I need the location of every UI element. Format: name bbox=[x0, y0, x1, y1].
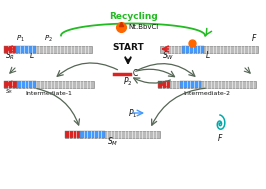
Bar bbox=[158, 81, 256, 88]
Text: $P_1$: $P_1$ bbox=[128, 107, 138, 119]
Text: Intermediate-2: Intermediate-2 bbox=[184, 91, 231, 96]
Text: $S_R$: $S_R$ bbox=[5, 87, 13, 96]
Bar bbox=[4, 46, 16, 53]
Bar bbox=[182, 46, 204, 53]
Text: $F$: $F$ bbox=[251, 32, 257, 43]
Bar bbox=[4, 81, 16, 88]
Bar bbox=[158, 81, 170, 88]
Text: Nt.BbvCI: Nt.BbvCI bbox=[128, 23, 158, 29]
Text: START: START bbox=[112, 43, 144, 52]
Text: $L$: $L$ bbox=[29, 49, 35, 60]
Text: Recycling: Recycling bbox=[109, 12, 157, 20]
Bar bbox=[180, 81, 201, 88]
Text: $S_M$: $S_M$ bbox=[107, 135, 118, 147]
Bar bbox=[16, 46, 36, 53]
Text: $L$: $L$ bbox=[205, 49, 211, 60]
Text: C: C bbox=[133, 70, 138, 78]
Bar bbox=[65, 130, 80, 138]
Text: Intermediate-1: Intermediate-1 bbox=[26, 91, 72, 96]
Bar bbox=[4, 81, 94, 88]
Text: $S_R$: $S_R$ bbox=[5, 49, 15, 61]
Text: $P_2$: $P_2$ bbox=[123, 75, 133, 88]
Bar bbox=[4, 46, 92, 53]
Text: $S_W$: $S_W$ bbox=[162, 49, 174, 61]
Bar bbox=[80, 130, 105, 138]
Text: $F$: $F$ bbox=[217, 132, 223, 143]
Text: $P_2$: $P_2$ bbox=[44, 34, 52, 44]
Bar bbox=[65, 130, 160, 138]
Bar bbox=[16, 81, 36, 88]
Bar bbox=[160, 46, 258, 53]
Text: $P_1$: $P_1$ bbox=[16, 34, 24, 44]
